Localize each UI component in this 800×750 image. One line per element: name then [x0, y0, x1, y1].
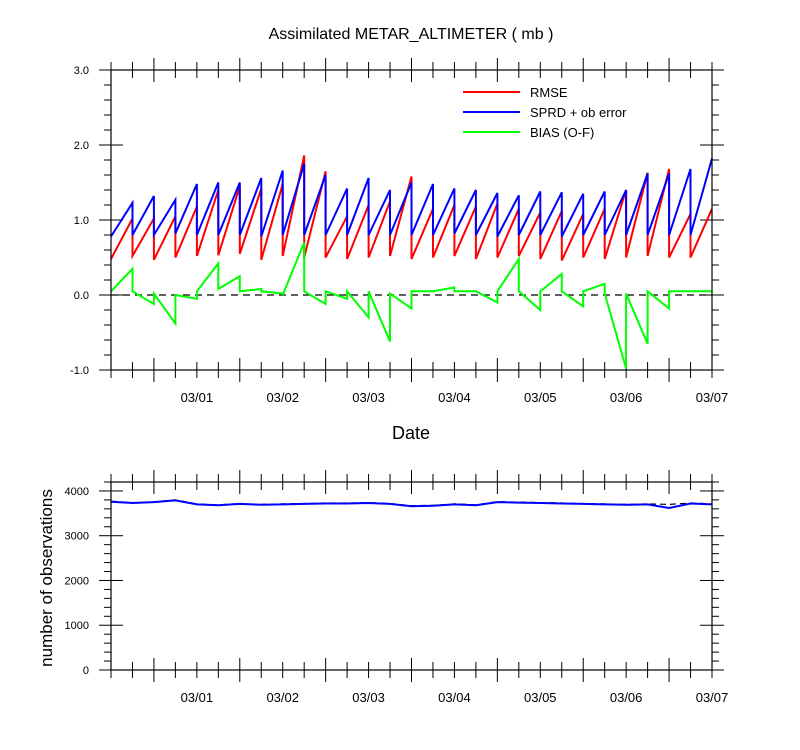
x-tick-label: 03/06 — [610, 690, 643, 705]
legend-label-2: BIAS (O-F) — [530, 125, 594, 140]
series-line-2 — [110, 242, 712, 369]
x-tick-label: 03/07 — [696, 690, 729, 705]
x-tick-label: 03/02 — [266, 690, 299, 705]
x-tick-label: 03/04 — [438, 390, 471, 405]
bottom-axis-ticks — [99, 470, 724, 682]
series-line-1 — [110, 158, 713, 239]
x-tick-label: 03/01 — [181, 390, 214, 405]
y-tick-label: 0 — [83, 665, 89, 677]
x-tick-label: 03/01 — [181, 690, 214, 705]
bottom-tick-labels: 03/01 03/02 03/03 03/04 03/05 03/06 03/07 0 1000… — [65, 486, 729, 705]
bias-rmse-panel: Assimilated METAR_ALTIMETER ( mb ) Date … — [70, 26, 728, 443]
x-tick-label: 03/03 — [352, 390, 385, 405]
y-tick-label: 2.0 — [74, 140, 89, 152]
x-tick-label: 03/06 — [610, 390, 643, 405]
y-tick-label: 3.0 — [74, 65, 89, 77]
y-tick-label: 1000 — [65, 620, 89, 632]
y-tick-label: 2000 — [65, 575, 89, 587]
bottom-series-lines — [110, 499, 713, 510]
y-tick-label: 1.0 — [74, 215, 89, 227]
legend: RMSE SPRD + ob error BIAS (O-F) — [463, 85, 627, 140]
bottom-y-axis-label: number of observations — [37, 489, 56, 667]
series-line-1 — [110, 499, 713, 510]
top-series-lines — [110, 155, 713, 369]
y-tick-label: 3000 — [65, 531, 89, 543]
top-chart-title: Assimilated METAR_ALTIMETER ( mb ) — [269, 26, 554, 43]
legend-label-0: RMSE — [530, 85, 568, 100]
top-tick-labels: 03/01 03/02 03/03 03/04 03/05 03/06 03/07 -1.0 0… — [70, 65, 728, 405]
x-tick-label: 03/04 — [438, 690, 471, 705]
x-tick-label: 03/02 — [266, 390, 299, 405]
legend-label-1: SPRD + ob error — [530, 105, 627, 120]
observation-count-panel: number of observations 03/01 03/02 03/03 03… — [37, 470, 728, 705]
x-tick-label: 03/07 — [696, 390, 729, 405]
top-plot-frame — [110, 69, 713, 371]
y-tick-label: -1.0 — [70, 365, 89, 377]
bottom-plot-frame — [110, 481, 713, 671]
x-tick-label: 03/03 — [352, 690, 385, 705]
y-tick-label: 0.0 — [74, 290, 89, 302]
x-tick-label: 03/05 — [524, 690, 557, 705]
y-tick-label: 4000 — [65, 486, 89, 498]
x-tick-label: 03/05 — [524, 390, 557, 405]
top-x-axis-label: Date — [392, 423, 430, 443]
